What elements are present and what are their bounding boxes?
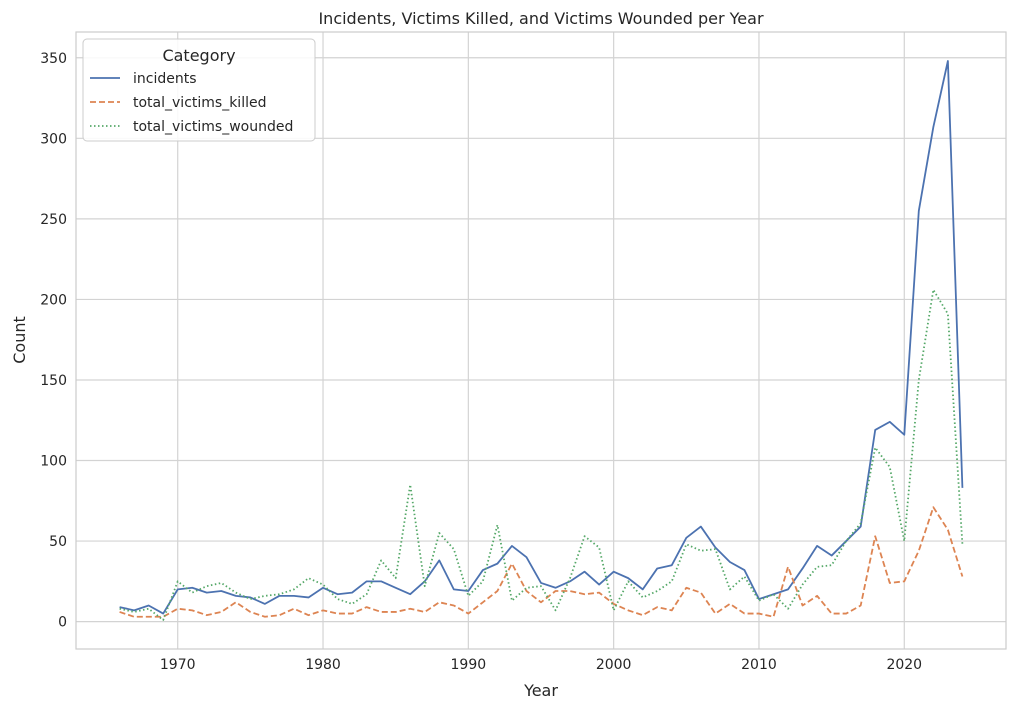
x-tick-label: 2000 [596, 657, 632, 673]
legend-box [82, 38, 316, 142]
series-line-total-victims-killed [119, 506, 964, 618]
x-tick-label: 1990 [451, 657, 487, 673]
legend: Category incidents total_victims_killedto… [82, 38, 316, 142]
plot-frame [75, 31, 1007, 650]
chart-title: Incidents, Victims Killed, and Victims W… [318, 9, 763, 28]
y-tick-label: 100 [40, 454, 67, 470]
series-line-total-victims-wounded [119, 288, 964, 621]
y-tick-label: 300 [40, 131, 67, 147]
x-tick-label: 2020 [886, 657, 922, 673]
y-axis-label: Count [10, 316, 29, 364]
y-tick-label: 50 [49, 534, 67, 550]
legend-entries: incidents total_victims_killed total_victi… [90, 71, 293, 135]
legend-title: Category [162, 46, 235, 65]
series-lines [119, 60, 964, 621]
x-axis-label: Year [523, 681, 558, 700]
tick-labels: 1970 1980 1990 2000 2010 2020 0 50 100 150 200 250 3… [40, 51, 922, 673]
series-line-incidents [119, 60, 964, 615]
legend-label-incidents: incidents [133, 71, 197, 87]
y-tick-label: 200 [40, 292, 67, 308]
x-tick-label: 1970 [160, 657, 196, 673]
y-tick-label: 350 [40, 51, 67, 67]
legend-label-total-victims-killed: total_victims_killed [133, 95, 266, 111]
x-tick-label: 2010 [741, 657, 777, 673]
grid-lines [76, 32, 1006, 649]
y-tick-label: 250 [40, 212, 67, 228]
y-tick-label: 150 [40, 373, 67, 389]
legend-label-total-victims-wounded: total_victims_wounded [133, 119, 293, 135]
y-tick-label: 0 [58, 615, 67, 631]
x-tick-label: 1980 [305, 657, 341, 673]
